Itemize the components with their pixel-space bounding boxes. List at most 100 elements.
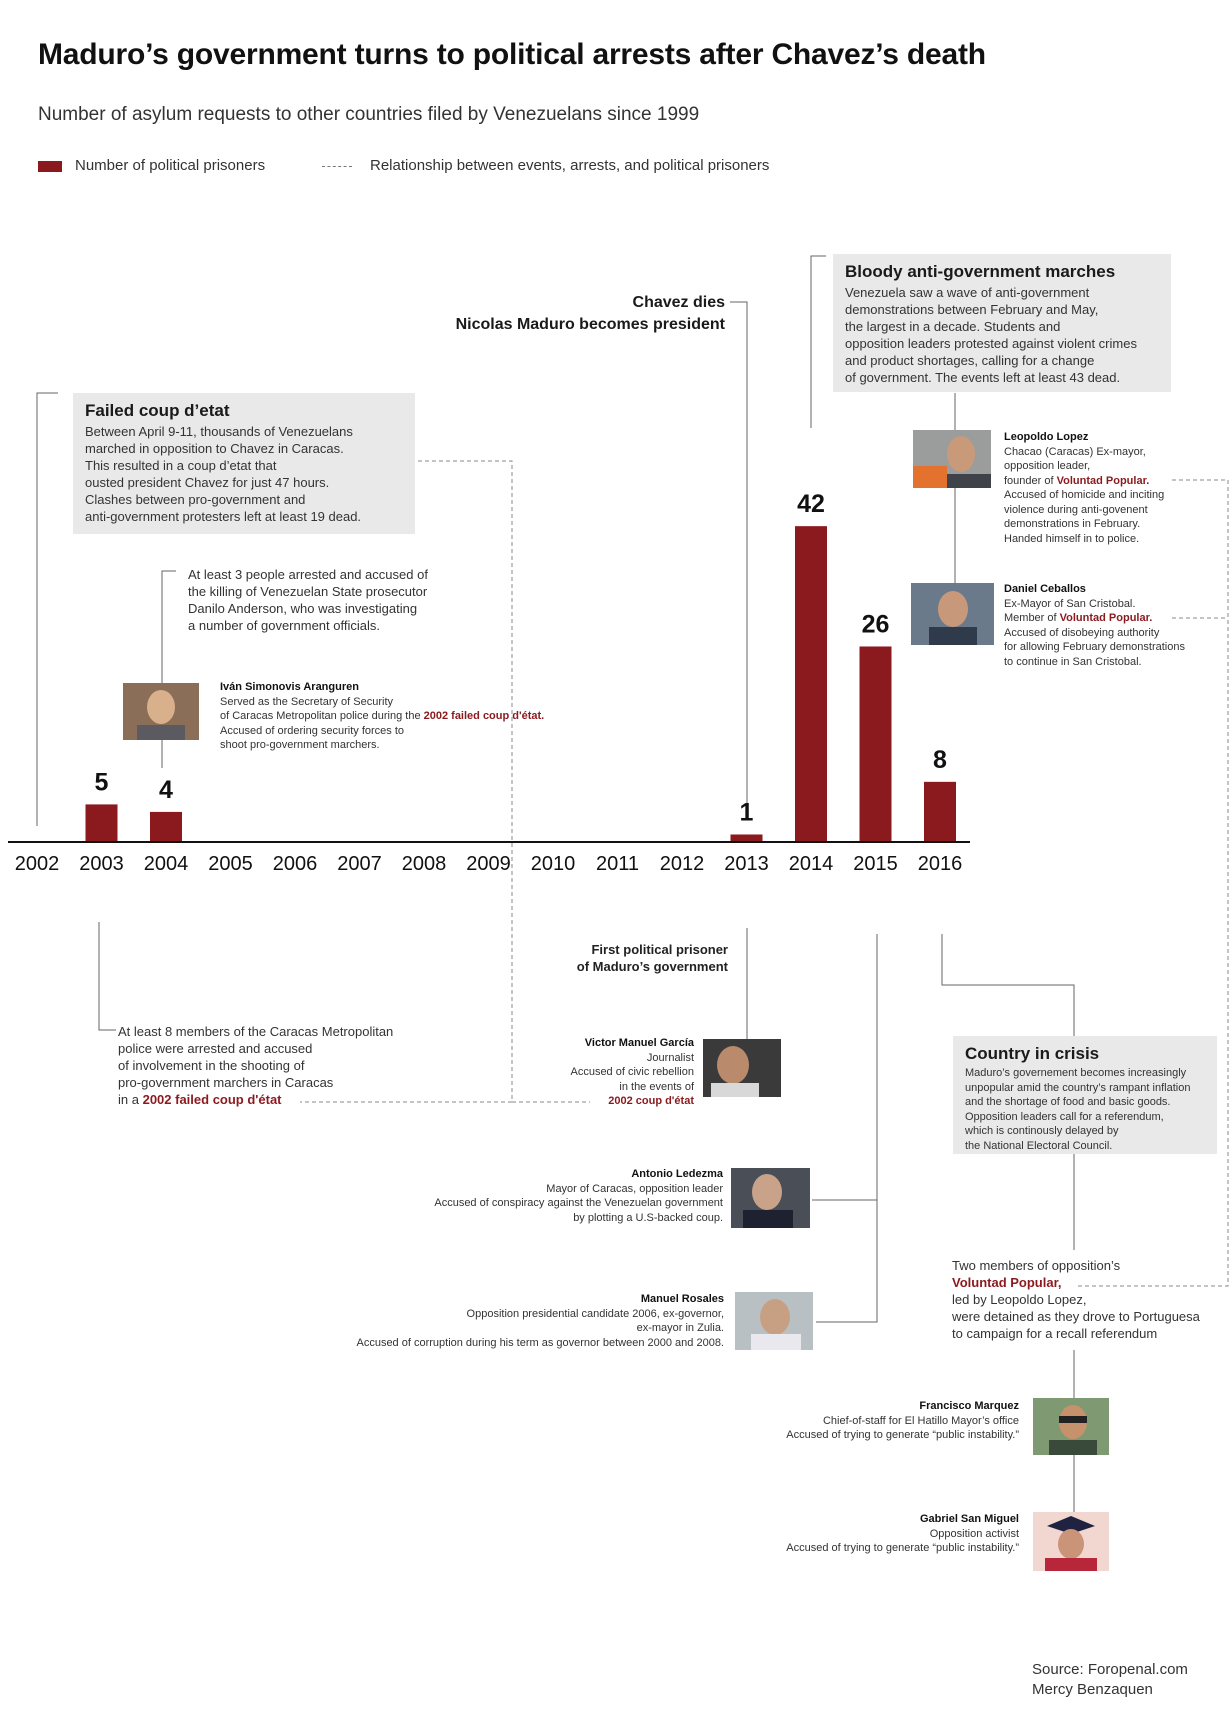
ceballos-name: Daniel Ceballos: [1004, 583, 1086, 595]
x-tick-label-2004: 2004: [144, 853, 189, 875]
bar-value-label-2014: 42: [797, 490, 825, 518]
lopez-link: Voluntad Popular.: [1056, 474, 1150, 487]
marches-event-box: Bloody anti-government marches Venezuela…: [833, 254, 1171, 392]
x-tick-label-2009: 2009: [466, 853, 511, 875]
garcia-name: Victor Manuel García: [584, 1037, 694, 1049]
bar-2016: [924, 781, 956, 842]
legend-bar-label: Number of political prisoners: [75, 157, 266, 174]
x-tick-label-2014: 2014: [789, 853, 834, 875]
marches-event-text: Venezuela saw a wave of anti-government …: [845, 285, 1137, 385]
chavez-event-line2: Nicolas Maduro becomes president: [455, 316, 725, 333]
ledezma-photo: [731, 1168, 810, 1228]
crisis-event-title: Country in crisis: [965, 1044, 1100, 1063]
dashed-coup-to-police: [300, 460, 513, 1103]
rosales-name: Manuel Rosales: [640, 1293, 724, 1305]
x-tick-label-2005: 2005: [208, 853, 253, 875]
first-prisoner-note: First political prisoner of Maduro’s gov…: [576, 942, 728, 974]
x-tick-label-2013: 2013: [724, 853, 769, 875]
bar-value-label-2013: 1: [740, 798, 754, 826]
coup-event-title: Failed coup d’etat: [85, 401, 230, 420]
rosales-photo: [735, 1292, 813, 1350]
connector-coup-2002: [36, 392, 58, 826]
crisis-event-text: Maduro’s governement becomes increasingl…: [965, 1067, 1191, 1152]
lopez-name: Leopoldo Lopez: [1004, 431, 1089, 443]
ceballos-text2: Accused of disobeying authority for allo…: [1004, 626, 1185, 668]
marquez-text1: Chief-of-staff for El Hatillo Mayor’s of…: [786, 1414, 1019, 1442]
bar-value-label-2016: 8: [933, 746, 947, 774]
x-tick-label-2007: 2007: [337, 853, 382, 875]
garcia-text1: Journalist Accused of civic rebellion in…: [570, 1051, 694, 1093]
x-tick-label-2002: 2002: [15, 853, 60, 875]
chavez-event-line1: Chavez dies: [632, 294, 725, 311]
chavez-event: Chavez dies Nicolas Maduro becomes presi…: [380, 292, 725, 336]
connector-chavez-2013: [730, 301, 748, 812]
lopez-text1: Chacao (Caracas) Ex-mayor, opposition le…: [1004, 445, 1146, 487]
marquez-caption: Francisco Marquez Chief-of-staff for El …: [700, 1399, 1019, 1443]
lopez-text2: Accused of homicide and inciting violenc…: [1004, 489, 1165, 545]
simonovis-name: Iván Simonovis Aranguren: [220, 681, 359, 693]
simonovis-text1: Served as the Secretary of Security of C…: [220, 695, 421, 723]
ceballos-caption: Daniel Ceballos Ex-Mayor of San Cristoba…: [1004, 582, 1185, 669]
ceballos-photo: [911, 583, 994, 645]
bar-2013: [730, 834, 763, 842]
source-line: Source: Foropenal.com: [1032, 1661, 1188, 1678]
marquez-name: Francisco Marquez: [919, 1400, 1019, 1412]
source-credit: Source: Foropenal.com Mercy Benzaquen: [1032, 1660, 1188, 1700]
x-tick-label-2006: 2006: [273, 853, 318, 875]
rosales-text1: Opposition presidential candidate 2006, …: [356, 1307, 724, 1349]
coup-event-box: Failed coup d’etat Between April 9-11, t…: [73, 393, 415, 534]
simonovis-caption: Iván Simonovis Aranguren Served as the S…: [220, 680, 544, 753]
crisis-event-box: Country in crisis Maduro’s governement b…: [953, 1036, 1217, 1154]
simonovis-link: 2002 failed coup d'état.: [423, 710, 545, 722]
voluntad-note-link: Voluntad Popular,: [952, 1275, 1062, 1290]
ledezma-caption: Antonio Ledezma Mayor of Caracas, opposi…: [360, 1167, 723, 1225]
bar-value-label-2015: 26: [862, 610, 890, 638]
page-title: Maduro’s government turns to political a…: [38, 38, 986, 71]
x-tick-label-2012: 2012: [660, 853, 705, 875]
bar-2014: [795, 526, 827, 842]
legend-dashed-swatch: [322, 166, 352, 167]
lopez-caption: Leopoldo Lopez Chacao (Caracas) Ex-mayor…: [1004, 430, 1164, 546]
page-subtitle: Number of asylum requests to other count…: [38, 104, 700, 125]
legend-bar-swatch: [38, 161, 62, 172]
connector-crisis-2016: [941, 934, 1075, 1036]
bar-2015: [859, 646, 892, 842]
ceballos-link: Voluntad Popular.: [1059, 612, 1153, 624]
police-note-text: At least 8 members of the Caracas Metrop…: [118, 1024, 394, 1107]
ceballos-text1: Ex-Mayor of San Cristobal. Member of: [1004, 597, 1136, 625]
ledezma-name: Antonio Ledezma: [631, 1168, 723, 1180]
bar-value-label-2004: 4: [159, 776, 173, 804]
marches-event-title: Bloody anti-government marches: [845, 262, 1116, 281]
ledezma-text1: Mayor of Caracas, opposition leader Accu…: [434, 1182, 723, 1224]
bar-2003: [85, 804, 118, 842]
x-tick-label-2003: 2003: [79, 853, 124, 875]
garcia-photo: [703, 1039, 781, 1097]
connector-ledezma-rosales-2015: [816, 934, 878, 1323]
voluntad-note-rest: led by Leopoldo Lopez, were detained as …: [952, 1292, 1200, 1341]
connector-police-2003: [98, 922, 116, 1031]
coup-event-text: Between April 9-11, thousands of Venezue…: [85, 424, 362, 524]
x-tick-label-2010: 2010: [531, 853, 576, 875]
police-note-link: 2002 failed coup d'état: [142, 1092, 282, 1107]
bar-value-label-2003: 5: [95, 768, 109, 796]
sanmiguel-caption: Gabriel San Miguel Opposition activist A…: [700, 1512, 1019, 1556]
marquez-photo: [1033, 1398, 1109, 1455]
author-line: Mercy Benzaquen: [1032, 1681, 1153, 1698]
garcia-caption: Victor Manuel García Journalist Accused …: [480, 1036, 694, 1109]
connector-marches-2014: [810, 255, 826, 428]
sanmiguel-text1: Opposition activist Accused of trying to…: [786, 1527, 1019, 1555]
bar-2004: [150, 811, 182, 842]
rosales-caption: Manuel Rosales Opposition presidential c…: [290, 1292, 724, 1350]
voluntad-note: Two members of opposition’s Voluntad Popu…: [952, 1257, 1200, 1342]
dashed-voluntad-link: [1076, 479, 1229, 1287]
sanmiguel-photo: [1033, 1512, 1109, 1571]
garcia-link: 2002 coup d'état: [608, 1095, 694, 1107]
police-note: At least 8 members of the Caracas Metrop…: [118, 1023, 393, 1108]
x-tick-label-2008: 2008: [402, 853, 447, 875]
simonovis-photo: [123, 683, 199, 740]
voluntad-note-intro: Two members of opposition’s: [952, 1258, 1121, 1273]
sanmiguel-name: Gabriel San Miguel: [919, 1513, 1019, 1525]
x-tick-label-2016: 2016: [918, 853, 963, 875]
x-tick-label-2015: 2015: [853, 853, 898, 875]
